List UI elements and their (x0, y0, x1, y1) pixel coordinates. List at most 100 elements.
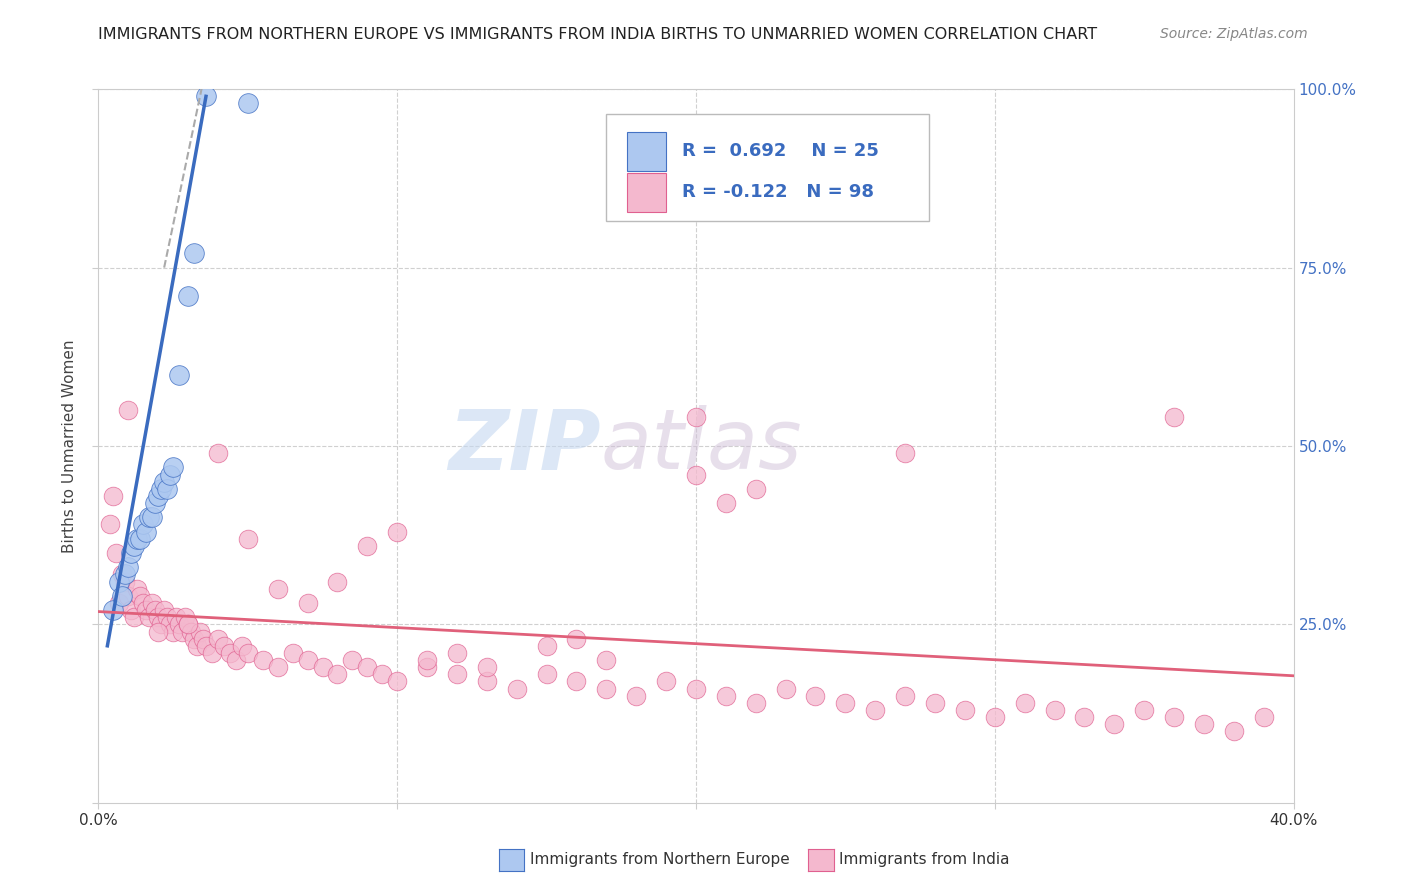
Point (1192, 717, 1215, 731)
Point (183, 632, 205, 646)
Point (219, 646, 242, 660)
Point (385, 674, 409, 689)
Y-axis label: Births to Unmarried Women: Births to Unmarried Women (62, 339, 77, 553)
FancyBboxPatch shape (627, 132, 666, 171)
Point (894, 689, 917, 703)
Point (159, 467, 181, 482)
Point (626, 689, 648, 703)
Point (865, 703, 887, 717)
Point (108, 596, 131, 610)
Point (267, 582, 290, 596)
Point (281, 646, 304, 660)
Point (114, 567, 136, 582)
Point (1073, 710, 1095, 724)
Point (127, 532, 149, 546)
Point (536, 639, 558, 653)
Point (141, 596, 163, 610)
Point (236, 646, 259, 660)
Point (924, 696, 946, 710)
Point (117, 560, 139, 574)
Point (236, 96, 259, 111)
Text: Immigrants from Northern Europe: Immigrants from Northern Europe (530, 853, 790, 867)
Point (1163, 710, 1185, 724)
Point (165, 610, 187, 624)
Point (156, 482, 179, 496)
Point (745, 696, 768, 710)
Point (207, 632, 229, 646)
Point (120, 546, 142, 560)
Text: ZIP: ZIP (447, 406, 600, 486)
Point (117, 403, 139, 417)
Point (191, 632, 214, 646)
Point (167, 368, 190, 382)
Point (1043, 703, 1066, 717)
FancyBboxPatch shape (606, 114, 929, 221)
Point (775, 681, 797, 696)
Point (236, 532, 259, 546)
Point (103, 489, 125, 503)
Point (565, 674, 588, 689)
Point (595, 653, 617, 667)
Point (114, 574, 136, 589)
Point (127, 582, 149, 596)
Point (132, 596, 155, 610)
Text: atlas: atlas (600, 406, 801, 486)
Point (177, 617, 200, 632)
Point (595, 681, 617, 696)
Point (141, 510, 163, 524)
Text: R =  0.692    N = 25: R = 0.692 N = 25 (682, 143, 879, 161)
Text: IMMIGRANTS FROM NORTHERN EUROPE VS IMMIGRANTS FROM INDIA BIRTHS TO UNMARRIED WOM: IMMIGRANTS FROM NORTHERN EUROPE VS IMMIG… (98, 27, 1098, 42)
Point (143, 603, 166, 617)
Point (446, 667, 468, 681)
Point (655, 674, 678, 689)
Text: Immigrants from India: Immigrants from India (839, 853, 1010, 867)
Point (201, 646, 224, 660)
Point (177, 289, 200, 303)
Point (138, 610, 160, 624)
Point (132, 517, 155, 532)
Text: Source: ZipAtlas.com: Source: ZipAtlas.com (1160, 27, 1308, 41)
Point (108, 574, 131, 589)
Point (685, 467, 707, 482)
Point (297, 596, 319, 610)
Point (416, 660, 439, 674)
Point (416, 653, 439, 667)
Point (148, 610, 170, 624)
Point (311, 660, 333, 674)
Point (124, 610, 146, 624)
Point (117, 589, 139, 603)
Point (475, 674, 498, 689)
Point (356, 660, 378, 674)
Point (111, 589, 134, 603)
Point (506, 681, 529, 696)
Point (156, 610, 179, 624)
Point (212, 639, 235, 653)
FancyBboxPatch shape (627, 173, 666, 212)
Point (195, 639, 218, 653)
Point (267, 660, 290, 674)
Point (207, 446, 229, 460)
Point (894, 446, 917, 460)
Point (685, 681, 707, 696)
Point (143, 496, 166, 510)
Point (150, 482, 173, 496)
Point (356, 539, 378, 553)
Point (342, 653, 364, 667)
Point (148, 489, 170, 503)
Point (105, 546, 128, 560)
Point (195, 89, 218, 103)
Point (714, 689, 737, 703)
Point (129, 532, 152, 546)
Point (804, 689, 827, 703)
Point (138, 510, 160, 524)
Point (225, 653, 247, 667)
Point (475, 660, 498, 674)
Point (685, 410, 707, 425)
Point (177, 617, 200, 632)
Point (159, 617, 181, 632)
Point (153, 603, 176, 617)
Point (385, 524, 409, 539)
Point (371, 667, 394, 681)
Point (1014, 696, 1036, 710)
Point (231, 639, 253, 653)
